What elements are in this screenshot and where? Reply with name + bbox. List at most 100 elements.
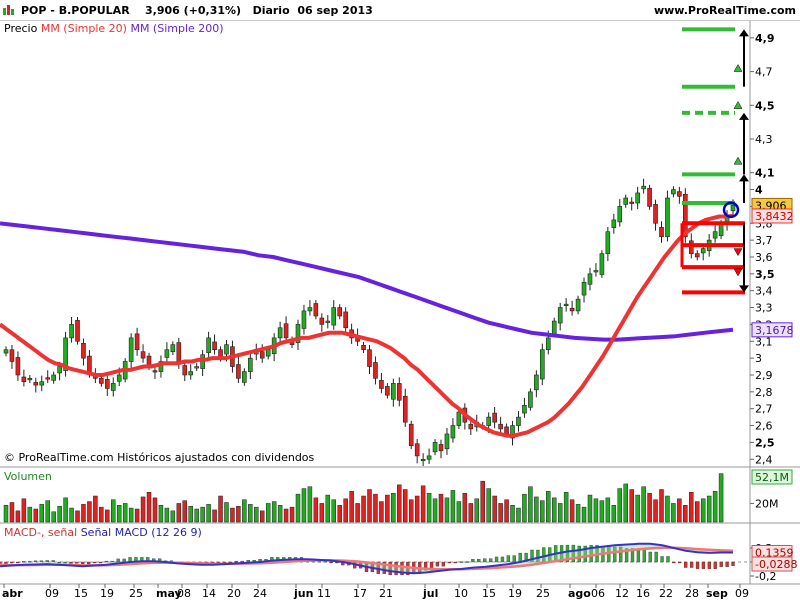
- volume-bar: [33, 508, 39, 523]
- candle: [248, 357, 253, 372]
- volume-bar: [355, 503, 360, 523]
- volume-bar: [63, 497, 68, 523]
- volume-bar: [313, 497, 319, 523]
- candle: [486, 416, 491, 426]
- candle: [677, 191, 682, 197]
- x-tick-label: 09: [45, 587, 59, 600]
- x-tick-label: jun: [293, 587, 313, 600]
- volume-bar: [504, 499, 509, 523]
- volume-bar: [295, 493, 301, 523]
- volume-bar: [254, 506, 259, 523]
- candle: [557, 307, 563, 324]
- macd-histogram-bar: [577, 545, 581, 563]
- macd-histogram-bar: [689, 561, 694, 568]
- y-tick-label: 2,6: [755, 420, 773, 433]
- chart-date: 06 sep 2013: [297, 4, 373, 17]
- candle: [75, 320, 80, 342]
- y-tick-label: 4: [755, 184, 763, 197]
- site-watermark: www.ProRealTime.com: [653, 4, 796, 17]
- macd-histogram-bar: [518, 552, 522, 563]
- volume-bar: [420, 485, 426, 523]
- volume-bar: [563, 492, 569, 523]
- volume-bar: [45, 500, 50, 523]
- candle: [283, 323, 289, 339]
- candle: [581, 281, 587, 296]
- x-tick-label: may: [156, 587, 182, 600]
- volume-bar: [361, 495, 366, 523]
- macd-histogram-bar: [571, 544, 576, 563]
- candle: [492, 412, 497, 423]
- mm20-value-label-box: [751, 208, 793, 224]
- macd-legend-signal: Señal MACD (12 26 9): [81, 526, 202, 539]
- volume-bar: [391, 492, 396, 523]
- chart-type-icon[interactable]: [3, 5, 15, 15]
- candle: [391, 383, 396, 400]
- macd-histogram-bar: [16, 561, 20, 564]
- candle: [385, 386, 390, 396]
- candle: [414, 443, 420, 457]
- volume-bar: [277, 505, 283, 523]
- macd-histogram-bar: [719, 561, 723, 567]
- x-tick-label: 14: [202, 587, 216, 600]
- candle: [105, 379, 110, 389]
- volume-bar: [99, 506, 104, 523]
- macd-tick-label: -0,2: [755, 570, 776, 583]
- candle: [438, 444, 444, 452]
- volume-bar: [200, 506, 205, 523]
- volume-bar: [325, 494, 331, 523]
- mm20-value-label: 3,8432: [755, 210, 794, 223]
- macd-histogram-bar: [75, 561, 79, 564]
- volume-bar: [75, 510, 80, 523]
- volume-bar: [486, 488, 491, 523]
- x-tick-label: 09: [735, 587, 749, 600]
- candle: [134, 333, 140, 350]
- volume-bar: [373, 493, 378, 523]
- candle: [540, 349, 545, 380]
- candle: [599, 253, 605, 275]
- candle: [212, 341, 217, 350]
- volume-bar: [426, 492, 432, 523]
- volume-bar: [319, 503, 325, 523]
- signal-value-label: -0,0288: [755, 558, 797, 571]
- volume-bar: [653, 499, 658, 523]
- candle: [331, 307, 337, 326]
- candle: [367, 349, 372, 367]
- candle: [3, 349, 9, 354]
- volume-bar: [230, 507, 235, 523]
- volume-bar: [301, 488, 307, 523]
- candle: [730, 205, 736, 212]
- volume-bar: [158, 505, 164, 523]
- macd-histogram-bar: [589, 545, 593, 563]
- volume-bar: [599, 500, 605, 523]
- macd-histogram-bar: [471, 559, 475, 563]
- x-tick-label: 15: [74, 587, 88, 600]
- volume-bar: [218, 495, 223, 523]
- target-arrow-icon: [739, 112, 749, 120]
- macd-histogram-bar: [725, 561, 729, 567]
- y-tick-label: 2,5: [755, 436, 775, 449]
- macd-histogram-bar: [654, 551, 658, 563]
- target-arrow-icon: [739, 285, 749, 293]
- volume-bar: [331, 499, 336, 523]
- candle: [450, 425, 456, 439]
- volume-bar: [456, 501, 462, 523]
- volume-bar: [397, 484, 402, 523]
- macd-histogram-bar: [648, 551, 652, 563]
- candle: [188, 371, 194, 376]
- macd-histogram-bar: [63, 561, 67, 564]
- x-tick-label: 15: [482, 587, 496, 600]
- candle: [337, 307, 343, 317]
- y-tick-label: 2,7: [755, 403, 773, 416]
- candle: [587, 273, 593, 285]
- x-tick-label: 24: [253, 587, 267, 600]
- candle: [396, 383, 402, 401]
- mm200-value-label-box: [751, 322, 793, 338]
- volume-bar: [27, 506, 33, 523]
- candle: [361, 345, 366, 350]
- target-arrow-icon: [739, 174, 749, 182]
- volume-bar: [134, 508, 140, 523]
- candle: [611, 219, 617, 228]
- volume-bar: [611, 505, 617, 523]
- macd-histogram-bar: [116, 558, 120, 563]
